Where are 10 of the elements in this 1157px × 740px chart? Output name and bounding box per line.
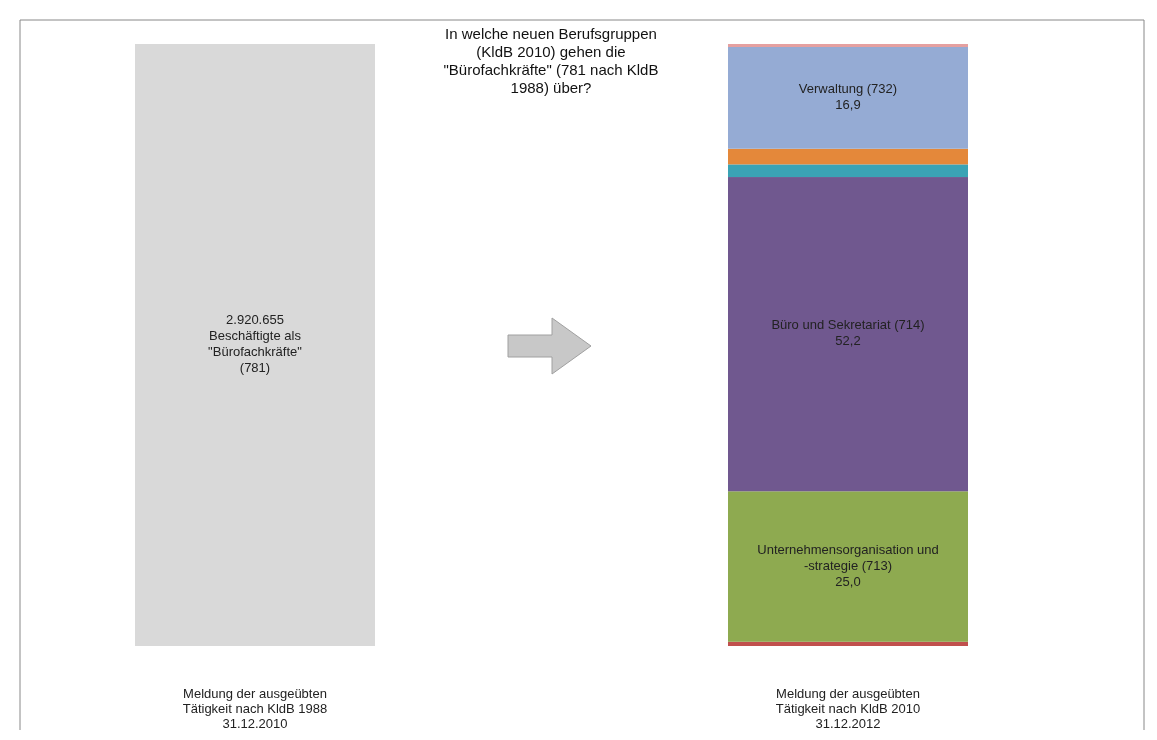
text: In welche neuen Berufsgruppen (KldB 2010) gehen die "Bürofachkräfte" (781 nach KldB 1988) über? — [443, 25, 659, 97]
data-label: 25,0 — [835, 573, 861, 589]
x-tick-label: Meldung der ausgeübten Tätigkeit nach KldB 1988 31.12.2010 — [182, 686, 328, 731]
data-label: 16,9 — [835, 97, 861, 113]
series-label: Verwaltung (732) — [798, 81, 898, 97]
series-label: Büro und Sekretariat (714) — [771, 317, 925, 333]
x-tick-label: Meldung der ausgeübten Tätigkeit nach KldB 2010 31.12.2012 — [775, 686, 921, 731]
series-label: Unternehmensorganisation und -strategie (713) — [757, 541, 939, 573]
annotation: 2.920.655 Beschäftigte als "Bürofachkräfte" (781) — [208, 312, 303, 376]
data-label: 52,2 — [835, 333, 861, 349]
